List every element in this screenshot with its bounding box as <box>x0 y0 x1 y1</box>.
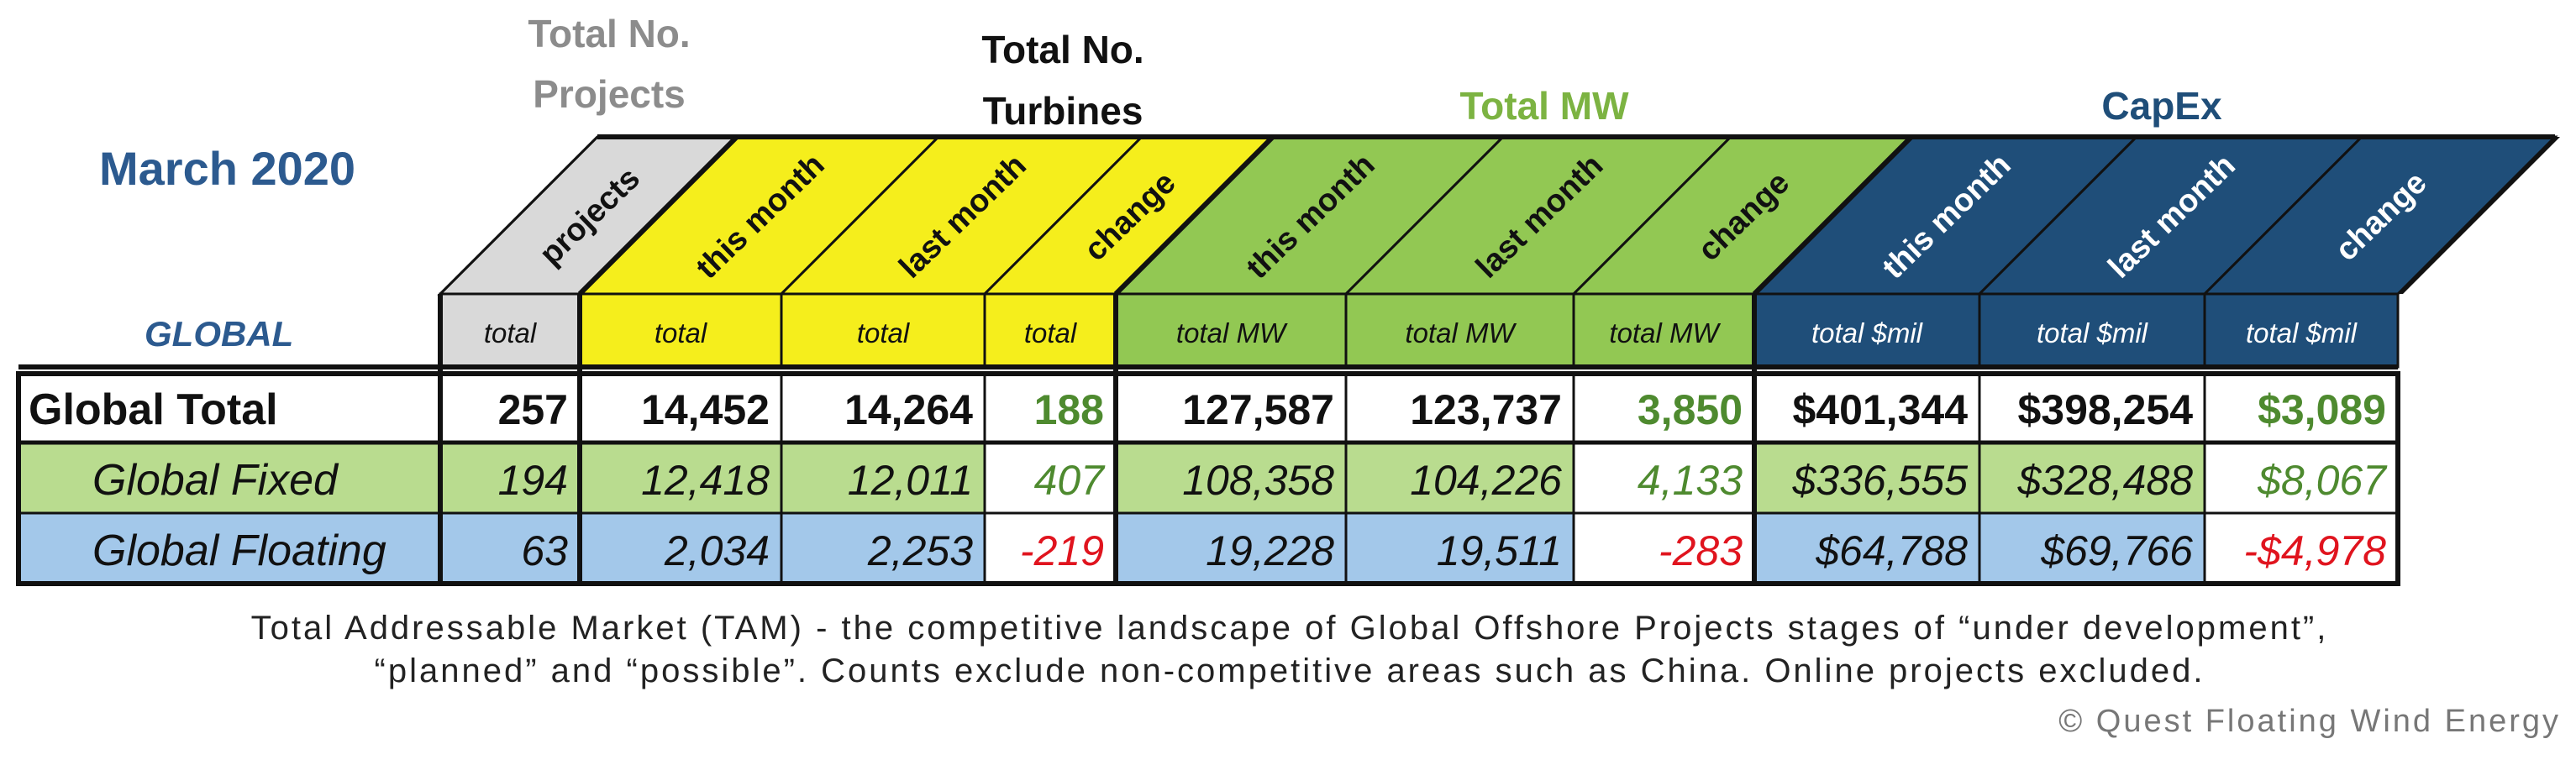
unit-cell <box>983 292 1117 369</box>
unit-cell <box>1114 292 1348 369</box>
unit-cell <box>1572 292 1756 369</box>
data-value: 194 <box>498 457 568 504</box>
data-value: 14,452 <box>641 386 770 433</box>
table-cell <box>983 372 1117 444</box>
data-value: -283 <box>1659 527 1743 574</box>
data-value: 3,850 <box>1638 386 1743 433</box>
row-label: Global Floating <box>92 527 386 575</box>
data-value: 108,358 <box>1182 457 1334 504</box>
table-cell <box>578 441 783 515</box>
table-cell <box>1572 441 1756 515</box>
region-label: GLOBAL <box>145 314 294 354</box>
table-cell <box>2203 441 2400 515</box>
table-cell <box>780 511 986 585</box>
data-value: 12,011 <box>848 457 973 504</box>
column-unit: total <box>1024 317 1078 348</box>
data-value: 188 <box>1034 386 1104 433</box>
column-unit: total $mil <box>2037 317 2149 348</box>
data-value: $328,488 <box>2016 457 2193 504</box>
data-value: -$4,978 <box>2243 527 2386 574</box>
data-value: $398,254 <box>2017 386 2193 433</box>
data-value: $8,067 <box>2257 457 2388 504</box>
column-unit: total <box>484 317 538 348</box>
column-unit: total $mil <box>2246 317 2358 348</box>
table-border <box>16 371 2400 586</box>
group-separator <box>577 134 739 296</box>
data-value: 123,737 <box>1410 386 1562 433</box>
row-label: Global Total <box>29 385 278 434</box>
group-title: Turbines <box>983 89 1143 133</box>
unit-cell <box>1753 292 1981 369</box>
data-value: 104,226 <box>1410 457 1562 504</box>
data-value: 4,133 <box>1638 457 1743 504</box>
table-cell <box>1978 372 2206 444</box>
footnote: Total Addressable Market (TAM) - the com… <box>17 610 2563 690</box>
data-value: 19,511 <box>1437 527 1562 574</box>
data-value: 2,253 <box>867 527 973 574</box>
date-heading: March 2020 <box>99 142 356 195</box>
data-value: $401,344 <box>1792 386 1968 433</box>
table-cell <box>439 441 581 515</box>
column-unit: total MW <box>1609 317 1721 348</box>
data-value: 19,228 <box>1206 527 1334 574</box>
column-unit: total $mil <box>1811 317 1924 348</box>
table-cell <box>1572 511 1756 585</box>
unit-cell <box>1344 292 1575 369</box>
group-title: CapEx <box>2101 84 2222 128</box>
data-value: 63 <box>521 527 568 574</box>
column-unit: total <box>857 317 911 348</box>
data-value: -219 <box>1020 527 1104 574</box>
column-unit: total <box>655 317 708 348</box>
group-title: Total MW <box>1460 84 1630 128</box>
data-value: 127,587 <box>1182 386 1334 433</box>
table-cell <box>780 372 986 444</box>
column-unit: total MW <box>1405 317 1517 348</box>
data-value: $336,555 <box>1791 457 1968 504</box>
table-cell <box>17 511 442 585</box>
table-cell <box>1753 372 1981 444</box>
data-value: 257 <box>498 386 568 433</box>
header-left-edge <box>439 135 599 296</box>
group-title: Total No. <box>528 12 690 55</box>
copyright: © Quest Floating Wind Energy <box>2058 704 2561 739</box>
data-value: $69,766 <box>2040 527 2193 574</box>
footnote-line-1: Total Addressable Market (TAM) - the com… <box>250 610 2329 647</box>
row-label: Global Fixed <box>92 456 339 505</box>
group-title: Total No. <box>981 28 1143 71</box>
data-value: $3,089 <box>2258 386 2386 433</box>
unit-cell <box>780 292 986 369</box>
group-title: Projects <box>533 72 686 116</box>
data-value: 407 <box>1034 457 1107 504</box>
column-unit: total MW <box>1176 317 1288 348</box>
group-separator <box>1752 134 1914 296</box>
data-value: $64,788 <box>1815 527 1968 574</box>
group-separator <box>1113 134 1275 296</box>
data-value: 12,418 <box>641 457 770 504</box>
data-value: 2,034 <box>664 527 770 574</box>
footnote-line-2: “planned” and “possible”. Counts exclude… <box>374 652 2205 689</box>
header-edge <box>2398 137 2560 294</box>
table-cell <box>1344 511 1575 585</box>
data-value: 14,264 <box>844 386 973 433</box>
